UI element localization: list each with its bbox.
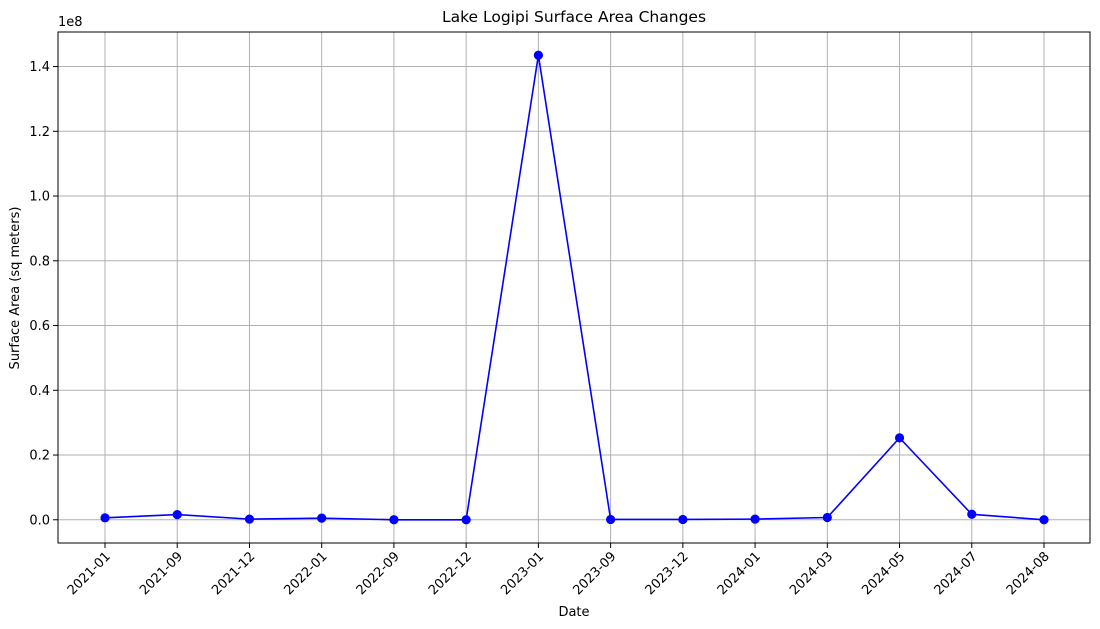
x-tick-label: 2023-12	[643, 549, 692, 598]
plot-frame	[57, 31, 1091, 544]
x-tick-label: 2024-05	[859, 549, 908, 598]
x-tick-label: 2023-01	[498, 549, 547, 598]
data-point	[172, 509, 182, 520]
data-point	[533, 50, 543, 60]
y-axis-label: Surface Area (sq meters)	[8, 207, 23, 370]
x-tick-label: 2022-01	[281, 549, 330, 598]
series-line	[100, 50, 1049, 525]
data-point	[606, 514, 616, 525]
y-tick-label: 1.2	[29, 125, 50, 140]
data-point	[244, 514, 255, 524]
data-point	[1039, 515, 1049, 525]
data-point	[389, 515, 399, 525]
x-tick-label: 2021-01	[65, 549, 114, 598]
x-axis-label: Date	[558, 605, 589, 620]
x-tick-label: 2024-07	[932, 549, 981, 598]
series-polyline	[104, 54, 1045, 521]
data-point	[678, 514, 688, 525]
grid-lines	[58, 32, 1090, 543]
y-tick-label: 1.4	[29, 60, 50, 75]
data-point	[967, 509, 977, 519]
x-tick-label: 2024-08	[1004, 549, 1053, 598]
x-tick-label: 2022-09	[354, 549, 403, 598]
y-tick-label: 0.2	[29, 449, 50, 464]
y-tick-label: 0.0	[29, 513, 50, 528]
x-tick-label: 2021-12	[209, 549, 258, 598]
y-tick-label: 1.0	[29, 190, 50, 205]
x-tick-label: 2021-09	[137, 549, 186, 598]
x-tick-label: 2024-01	[715, 549, 764, 598]
chart-title: Lake Logipi Surface Area Changes	[442, 8, 706, 26]
data-point	[461, 515, 471, 525]
x-tick-label: 2024-03	[787, 549, 836, 598]
y-tick-label: 0.6	[29, 319, 50, 334]
data-point	[894, 433, 905, 443]
data-point	[822, 512, 832, 523]
data-point	[750, 514, 760, 524]
data-point	[100, 513, 110, 523]
y-tick-label: 0.4	[29, 384, 50, 399]
y-offset-label: 1e8	[58, 15, 83, 30]
x-tick-label: 2022-12	[426, 549, 475, 598]
x-tick-label: 2023-09	[570, 549, 619, 598]
y-tick-label: 0.8	[29, 254, 50, 269]
data-point	[317, 513, 327, 523]
